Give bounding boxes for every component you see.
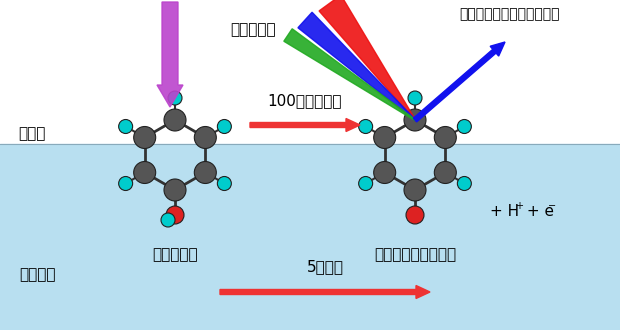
FancyArrow shape [414,42,505,122]
Text: −: − [548,201,556,211]
Polygon shape [319,0,415,120]
Text: + e: + e [522,205,554,219]
Circle shape [458,119,471,134]
FancyArrow shape [220,285,430,299]
Text: + H: + H [490,205,519,219]
Text: +: + [515,201,523,211]
Circle shape [374,126,396,148]
Text: フェノキシラジカル: フェノキシラジカル [374,248,456,262]
Circle shape [164,109,186,131]
Circle shape [194,161,216,183]
Circle shape [435,161,456,183]
Circle shape [218,177,231,190]
Polygon shape [284,29,415,120]
Text: 界面選択的振動スペクトル: 界面選択的振動スペクトル [460,7,560,21]
Circle shape [118,119,133,134]
Circle shape [164,179,186,201]
Text: フェノール: フェノール [152,248,198,262]
Circle shape [168,91,182,105]
Text: 水表面: 水表面 [19,126,46,142]
Text: 100フェムト秒: 100フェムト秒 [268,93,342,108]
Polygon shape [298,12,415,120]
Circle shape [134,126,156,148]
Circle shape [374,161,396,183]
Circle shape [358,177,373,190]
Circle shape [404,179,426,201]
Circle shape [194,126,216,148]
Circle shape [118,177,133,190]
Text: 水溶液中: 水溶液中 [20,268,56,282]
FancyArrow shape [250,118,360,131]
Bar [0,144,620,330]
Circle shape [406,206,424,224]
Circle shape [161,213,175,227]
Circle shape [134,161,156,183]
Circle shape [218,119,231,134]
Circle shape [404,109,426,131]
Circle shape [458,177,471,190]
Circle shape [166,206,184,224]
FancyArrow shape [157,2,183,107]
Circle shape [435,126,456,148]
Circle shape [408,91,422,105]
Text: 5ナノ秒: 5ナノ秒 [306,259,343,274]
Circle shape [358,119,373,134]
Text: 紫外励起光: 紫外励起光 [230,22,276,38]
